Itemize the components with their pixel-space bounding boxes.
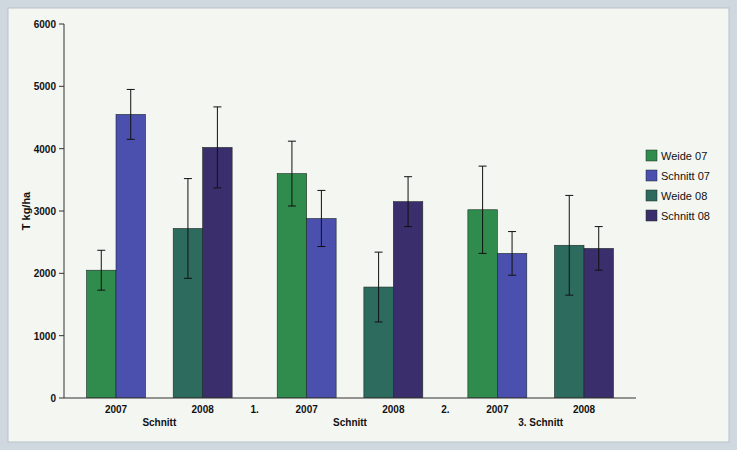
error-bar <box>97 250 105 290</box>
legend-swatch <box>646 190 657 201</box>
background <box>0 0 737 450</box>
y-tick-label: 2000 <box>34 268 57 279</box>
x-tick-label: 2007 <box>105 404 128 415</box>
legend-label: Weide 08 <box>661 190 707 202</box>
legend-swatch <box>646 150 657 161</box>
error-bar <box>375 252 383 322</box>
bar <box>497 253 526 398</box>
y-tick <box>59 273 64 274</box>
error-bar <box>288 141 296 206</box>
error-bar <box>127 89 135 139</box>
error-bar <box>595 227 603 271</box>
x-tick-label: 2007 <box>486 404 509 415</box>
legend-label: Schnitt 08 <box>661 210 710 222</box>
bar <box>393 202 422 398</box>
y-tick <box>59 148 64 149</box>
panel <box>8 8 729 442</box>
y-axis-title: T kg/ha <box>20 191 32 230</box>
y-tick-label: 3000 <box>34 206 57 217</box>
group-label: Schnitt <box>333 417 368 428</box>
y-tick <box>59 211 64 212</box>
chart: T kg/ha 0 1000 2000 3000 4000 5000 6000 2007 2008… <box>0 0 737 450</box>
y-tick-label: 6000 <box>34 19 57 30</box>
error-bar <box>213 107 221 188</box>
bar <box>277 174 306 398</box>
x-tick-label: 2008 <box>382 404 405 415</box>
x-tick-label: 2007 <box>296 404 319 415</box>
error-bar <box>317 190 325 246</box>
group-label: 3. Schnitt <box>518 417 564 428</box>
x-axis <box>64 398 636 399</box>
bar <box>116 114 145 398</box>
y-tick <box>59 398 64 399</box>
y-tick-label: 1000 <box>34 331 57 342</box>
legend: Weide 07 Schnitt 07 Weide 08 Schnitt 08 <box>646 150 710 222</box>
error-bar <box>508 232 516 276</box>
error-bar <box>184 179 192 279</box>
legend-label: Schnitt 07 <box>661 170 710 182</box>
y-tick <box>59 86 64 87</box>
x-tick-label: 2008 <box>192 404 215 415</box>
error-bar <box>565 195 573 295</box>
bars <box>87 89 614 398</box>
y-tick-label: 4000 <box>34 144 57 155</box>
y-tick-label: 0 <box>50 393 56 404</box>
bar <box>584 248 613 398</box>
group-label: 2. <box>441 404 450 415</box>
error-bar <box>479 166 487 253</box>
legend-label: Weide 07 <box>661 150 707 162</box>
y-tick-label: 5000 <box>34 81 57 92</box>
y-tick <box>59 24 64 25</box>
y-axis <box>64 24 65 398</box>
group-label: Schnitt <box>142 417 177 428</box>
x-tick-label: 2008 <box>573 404 596 415</box>
legend-swatch <box>646 170 657 181</box>
error-bar <box>404 177 412 227</box>
y-tick <box>59 335 64 336</box>
group-label: 1. <box>250 404 259 415</box>
legend-swatch <box>646 210 657 221</box>
